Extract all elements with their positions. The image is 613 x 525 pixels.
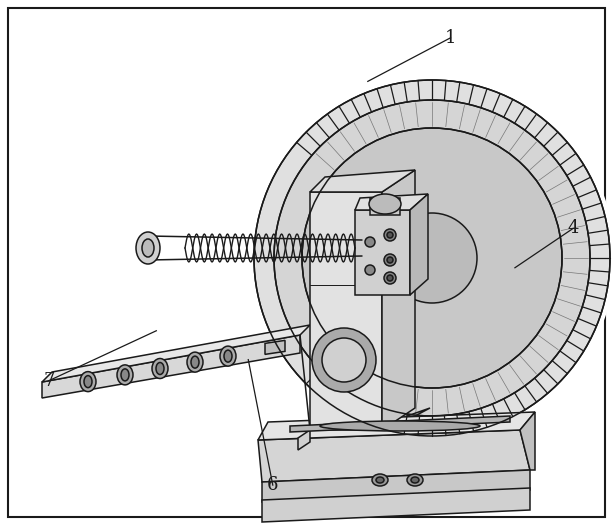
Polygon shape — [410, 194, 428, 295]
Ellipse shape — [117, 365, 133, 385]
Ellipse shape — [274, 100, 590, 416]
Ellipse shape — [187, 352, 203, 372]
Ellipse shape — [411, 477, 419, 483]
Ellipse shape — [384, 229, 396, 241]
Text: 7: 7 — [44, 372, 55, 390]
Polygon shape — [42, 325, 310, 382]
Ellipse shape — [224, 350, 232, 362]
Ellipse shape — [369, 194, 401, 214]
Ellipse shape — [376, 477, 384, 483]
Polygon shape — [258, 412, 535, 440]
Polygon shape — [298, 408, 430, 450]
Ellipse shape — [407, 474, 423, 486]
Polygon shape — [42, 335, 300, 398]
Ellipse shape — [365, 265, 375, 275]
Polygon shape — [298, 430, 310, 450]
Polygon shape — [258, 430, 530, 482]
Polygon shape — [262, 488, 530, 522]
Ellipse shape — [80, 372, 96, 392]
Polygon shape — [310, 192, 382, 430]
Ellipse shape — [302, 128, 562, 388]
Ellipse shape — [156, 362, 164, 374]
Polygon shape — [355, 210, 410, 295]
Ellipse shape — [384, 254, 396, 266]
Ellipse shape — [84, 375, 92, 387]
Ellipse shape — [142, 239, 154, 257]
Text: 6: 6 — [267, 476, 278, 494]
Ellipse shape — [121, 369, 129, 381]
Text: 4: 4 — [568, 219, 579, 237]
Polygon shape — [290, 416, 510, 432]
Ellipse shape — [322, 338, 366, 382]
Ellipse shape — [387, 275, 393, 281]
Polygon shape — [370, 198, 400, 215]
Ellipse shape — [384, 272, 396, 284]
Ellipse shape — [312, 328, 376, 392]
Ellipse shape — [136, 232, 160, 264]
Ellipse shape — [191, 356, 199, 368]
Ellipse shape — [387, 232, 393, 238]
Polygon shape — [382, 170, 415, 430]
Ellipse shape — [320, 421, 480, 431]
Text: 1: 1 — [445, 29, 456, 47]
Ellipse shape — [387, 257, 393, 263]
Polygon shape — [355, 194, 428, 210]
Ellipse shape — [152, 359, 168, 379]
Polygon shape — [262, 470, 530, 502]
Ellipse shape — [249, 75, 613, 441]
Ellipse shape — [387, 213, 477, 303]
Polygon shape — [310, 170, 415, 192]
Ellipse shape — [365, 237, 375, 247]
Ellipse shape — [254, 80, 610, 436]
Polygon shape — [265, 340, 285, 354]
Ellipse shape — [220, 346, 236, 366]
Ellipse shape — [372, 474, 388, 486]
Polygon shape — [520, 412, 535, 470]
